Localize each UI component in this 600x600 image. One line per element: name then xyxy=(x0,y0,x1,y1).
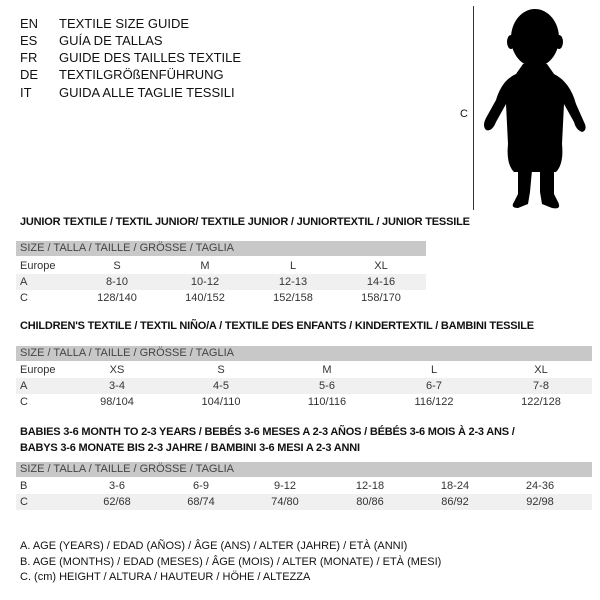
table-row: A 3-4 4-5 5-6 6-7 7-8 xyxy=(16,378,592,394)
table-cell: XS xyxy=(109,364,125,376)
lang-title: GUIDE DES TAILLES TEXTILE xyxy=(59,50,242,65)
table-cell: 158/170 xyxy=(361,292,401,304)
row-label: A xyxy=(20,276,28,288)
table-row: A 8-10 10-12 12-13 14-16 xyxy=(16,274,426,290)
table-cell: 12-18 xyxy=(355,480,385,492)
table-row: C 128/140 140/152 152/158 158/170 xyxy=(16,290,426,306)
table-cell: 7-8 xyxy=(533,380,549,392)
row-label: C xyxy=(20,396,28,408)
table-title: JUNIOR TEXTILE / TEXTIL JUNIOR/ TEXTILE … xyxy=(20,216,470,228)
table-cell: XL xyxy=(534,364,548,376)
table-cell: 98/104 xyxy=(100,396,134,408)
table-cell: 80/86 xyxy=(356,496,384,508)
table-cell: 128/140 xyxy=(97,292,137,304)
table-cell: 62/68 xyxy=(103,496,131,508)
table-cell: 3-4 xyxy=(109,380,125,392)
lang-code: FR xyxy=(20,50,38,65)
table-cell: L xyxy=(289,260,297,272)
table-cell: 122/128 xyxy=(521,396,561,408)
table-title: BABIES 3-6 MONTH TO 2-3 YEARS / BEBÉS 3-… xyxy=(20,426,515,438)
legend-item: A. AGE (YEARS) / EDAD (AÑOS) / ÂGE (ANS)… xyxy=(20,540,408,552)
row-label: A xyxy=(20,380,28,392)
table-row: C 98/104 104/110 110/116 116/122 122/128 xyxy=(16,394,592,410)
table-cell: 5-6 xyxy=(319,380,335,392)
table-cell: 110/116 xyxy=(307,396,347,408)
table-cell: S xyxy=(113,260,121,272)
lang-code: IT xyxy=(20,85,32,100)
junior-size-table: SIZE / TALLA / TAILLE / GRÖSSE / TAGLIA … xyxy=(16,241,426,306)
legend-item: C. (cm) HEIGHT / ALTURA / HAUTEUR / HÖHE… xyxy=(20,571,311,583)
table-cell: 104/110 xyxy=(201,396,241,408)
row-label: B xyxy=(20,480,28,492)
height-line xyxy=(473,6,474,210)
table-cell: 14-16 xyxy=(366,276,396,288)
children-size-table: SIZE / TALLA / TAILLE / GRÖSSE / TAGLIA … xyxy=(16,346,592,410)
table-cell: 6-7 xyxy=(426,380,442,392)
lang-title: TEXTILE SIZE GUIDE xyxy=(59,16,190,31)
table-cell: 6-9 xyxy=(193,480,209,492)
lang-code: EN xyxy=(20,16,39,31)
row-label: Europe xyxy=(20,364,56,376)
table-cell: 8-10 xyxy=(105,276,129,288)
table-cell: 86/92 xyxy=(441,496,469,508)
lang-title: GUIDA ALLE TAGLIE TESSILI xyxy=(59,85,235,100)
table-cell: 74/80 xyxy=(271,496,299,508)
table-row: B 3-6 6-9 9-12 12-18 18-24 24-36 xyxy=(16,478,592,494)
table-cell: 68/74 xyxy=(187,496,215,508)
table-header: SIZE / TALLA / TAILLE / GRÖSSE / TAGLIA xyxy=(16,346,592,361)
table-cell: M xyxy=(322,364,332,376)
table-row: Europe XS S M L XL xyxy=(16,362,592,378)
table-cell: M xyxy=(200,260,210,272)
table-row: C 62/68 68/74 74/80 80/86 86/92 92/98 xyxy=(16,494,592,510)
height-label: C xyxy=(460,108,468,120)
table-cell: 116/122 xyxy=(414,396,454,408)
table-cell: 12-13 xyxy=(278,276,308,288)
table-header: SIZE / TALLA / TAILLE / GRÖSSE / TAGLIA xyxy=(16,241,426,256)
lang-code: DE xyxy=(20,67,39,82)
row-label: C xyxy=(20,292,28,304)
table-title-line2: BABYS 3-6 MONATE BIS 2-3 JAHRE / BAMBINI… xyxy=(20,442,360,454)
row-label: Europe xyxy=(20,260,56,272)
legend-item: B. AGE (MONTHS) / EDAD (MESES) / ÂGE (MO… xyxy=(20,556,442,568)
table-cell: 18-24 xyxy=(440,480,470,492)
lang-title: TEXTILGRÖßENFÜHRUNG xyxy=(59,67,224,82)
table-cell: L xyxy=(430,364,438,376)
table-cell: S xyxy=(217,364,225,376)
table-cell: 9-12 xyxy=(273,480,297,492)
table-cell: 92/98 xyxy=(526,496,554,508)
table-header: SIZE / TALLA / TAILLE / GRÖSSE / TAGLIA xyxy=(16,462,592,477)
table-cell: 140/152 xyxy=(185,292,225,304)
lang-code: ES xyxy=(20,33,38,48)
table-cell: 4-5 xyxy=(213,380,229,392)
table-cell: 10-12 xyxy=(190,276,220,288)
table-cell: XL xyxy=(374,260,388,272)
table-title: CHILDREN'S TEXTILE / TEXTIL NIÑO/A / TEX… xyxy=(20,320,534,332)
row-label: C xyxy=(20,496,28,508)
table-cell: 3-6 xyxy=(109,480,125,492)
lang-title: GUÍA DE TALLAS xyxy=(59,33,163,48)
table-cell: 152/158 xyxy=(273,292,313,304)
table-cell: 24-36 xyxy=(525,480,555,492)
table-row: Europe S M L XL xyxy=(16,258,426,274)
babies-size-table: SIZE / TALLA / TAILLE / GRÖSSE / TAGLIA … xyxy=(16,462,592,510)
child-silhouette-icon xyxy=(484,9,586,209)
